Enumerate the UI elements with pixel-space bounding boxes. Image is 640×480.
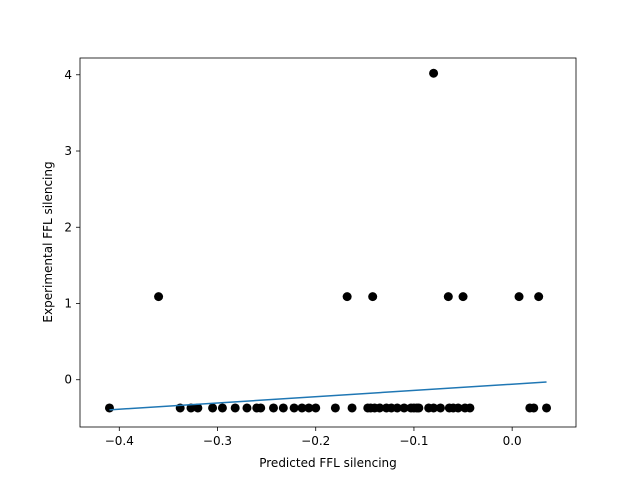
y-tick-label: 1 — [64, 296, 72, 310]
x-tick-label: −0.1 — [399, 434, 428, 448]
data-point — [297, 403, 307, 413]
fit-line — [109, 381, 547, 411]
x-tick-label: −0.4 — [105, 434, 134, 448]
data-point — [304, 403, 314, 413]
y-axis-ticks: 0 1 2 3 4 — [64, 68, 80, 387]
data-point — [514, 292, 524, 302]
data-point — [429, 68, 439, 78]
fit-line-layer — [109, 381, 547, 411]
data-point — [435, 403, 445, 413]
data-point — [443, 292, 453, 302]
data-point — [534, 292, 544, 302]
x-axis-ticks: −0.4 −0.3 −0.2 −0.1 0.0 — [105, 427, 522, 448]
data-point — [529, 403, 539, 413]
data-point — [186, 403, 196, 413]
data-point — [278, 403, 288, 413]
data-point — [330, 403, 340, 413]
y-axis-label: Experimental FFL silencing — [41, 161, 55, 322]
data-point — [104, 403, 114, 413]
data-point — [542, 403, 552, 413]
data-point — [375, 403, 385, 413]
data-point — [289, 403, 299, 413]
x-tick-label: −0.3 — [203, 434, 232, 448]
data-point — [208, 403, 218, 413]
y-tick-label: 2 — [64, 220, 72, 234]
data-point — [342, 292, 352, 302]
data-point — [368, 292, 378, 302]
x-axis-label: Predicted FFL silencing — [259, 456, 397, 470]
data-point — [242, 403, 252, 413]
data-point — [154, 292, 164, 302]
plot-frame — [79, 57, 577, 428]
y-tick-label: 4 — [64, 68, 72, 82]
plot-area — [80, 58, 576, 427]
data-point — [429, 403, 439, 413]
data-point — [458, 292, 468, 302]
y-tick-label: 0 — [64, 373, 72, 387]
data-point — [392, 403, 402, 413]
data-point — [256, 403, 266, 413]
data-point — [465, 403, 475, 413]
data-point — [399, 403, 409, 413]
data-point — [217, 403, 227, 413]
x-tick-label: −0.2 — [301, 434, 330, 448]
y-tick-label: 3 — [64, 144, 72, 158]
data-point — [268, 403, 278, 413]
data-point — [311, 403, 321, 413]
data-points — [104, 68, 552, 413]
data-point — [453, 403, 463, 413]
data-point — [347, 403, 357, 413]
data-point — [230, 403, 240, 413]
data-point — [193, 403, 203, 413]
x-tick-label: 0.0 — [503, 434, 522, 448]
data-point — [414, 403, 424, 413]
